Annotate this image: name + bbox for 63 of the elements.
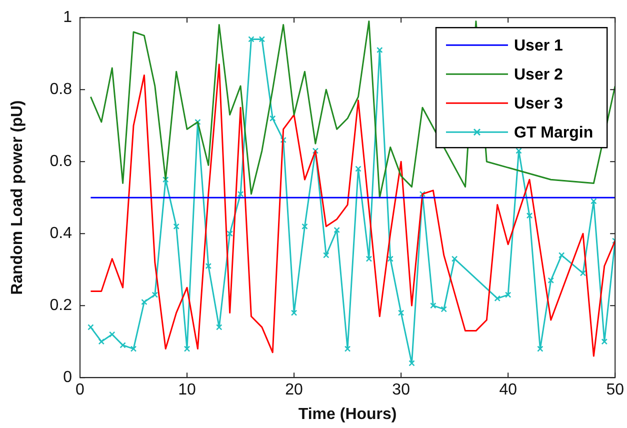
y-tick-label: 0 [63, 369, 72, 386]
point [516, 148, 522, 154]
x-tick-label: 20 [285, 382, 304, 399]
point [108, 331, 116, 338]
point [366, 256, 372, 262]
point [280, 136, 286, 144]
point [184, 346, 190, 352]
point [205, 262, 212, 270]
point [323, 252, 330, 258]
point [248, 36, 254, 42]
legend-label: User 3 [514, 96, 564, 113]
point [558, 252, 565, 258]
point [504, 292, 512, 298]
point [130, 346, 137, 352]
point [440, 306, 447, 312]
x-tick-label: 40 [499, 382, 518, 399]
point [290, 310, 298, 316]
point [451, 256, 458, 262]
y-tick-label: 1 [63, 9, 72, 26]
point [408, 360, 415, 366]
point [430, 302, 436, 309]
point [494, 295, 501, 302]
legend-label: GT Margin [514, 124, 594, 142]
y-tick-label: 0.8 [50, 81, 72, 98]
y-axis-title: Random Load power (pU) [9, 100, 26, 295]
point [601, 338, 608, 345]
point [387, 256, 394, 262]
point [398, 310, 404, 316]
point [258, 36, 266, 42]
point [537, 346, 544, 352]
point [120, 342, 126, 348]
point [226, 230, 233, 237]
point [88, 324, 94, 330]
point [152, 292, 158, 298]
point [526, 212, 533, 219]
x-tick-label: 50 [606, 382, 624, 399]
point [270, 115, 276, 122]
point [334, 226, 340, 234]
point [590, 198, 597, 204]
point [194, 118, 201, 126]
point [141, 298, 148, 306]
point [419, 190, 426, 198]
y-tick-label: 0.4 [50, 225, 72, 242]
point [312, 148, 319, 154]
point [173, 223, 180, 230]
point [580, 270, 586, 276]
legend-label: User 2 [514, 66, 564, 84]
y-tick-label: 0.6 [50, 153, 72, 170]
point [548, 277, 554, 284]
point [376, 46, 383, 54]
legend-label: User 1 [514, 38, 564, 55]
point [216, 324, 222, 330]
y-tick-label: 0.2 [50, 297, 72, 314]
point [355, 166, 362, 172]
point [344, 346, 351, 352]
point [237, 190, 244, 198]
point [302, 223, 308, 230]
x-tick-label: 0 [76, 382, 85, 399]
x-tick-label: 30 [392, 382, 410, 399]
x-tick-label: 10 [178, 382, 196, 399]
point [98, 338, 105, 345]
point [162, 176, 169, 183]
x-axis-title: Time (Hours) [298, 406, 397, 423]
